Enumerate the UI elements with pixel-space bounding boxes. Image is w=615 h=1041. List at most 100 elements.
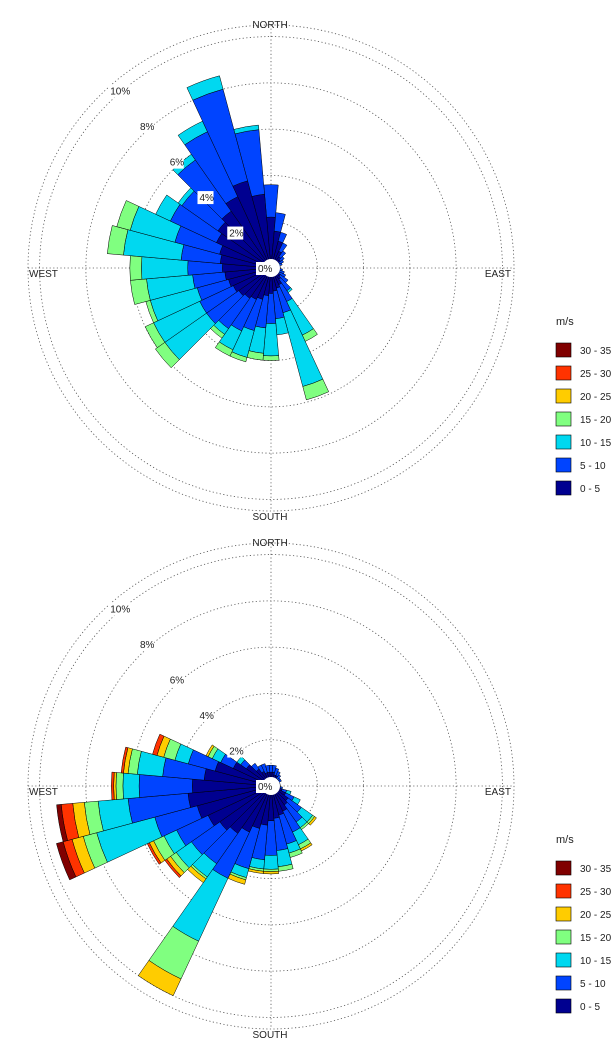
sector-270-bin-3 <box>129 255 143 281</box>
legend-label: 5 - 10 <box>580 979 606 990</box>
outer-ring <box>27 24 515 512</box>
sector-270-bin-3 <box>115 772 124 800</box>
sector-130-bin-4 <box>308 816 317 826</box>
ring-label: 10% <box>110 605 130 616</box>
grid-ring <box>39 554 503 1018</box>
legend-swatch <box>555 883 572 899</box>
ring-label: 2% <box>229 747 244 758</box>
legend-label: 25 - 30 <box>580 887 612 898</box>
sector-180-bin-4 <box>263 871 279 875</box>
sector-160-bin-3 <box>302 378 330 401</box>
sector-300-bin-4 <box>205 744 215 757</box>
legend-swatch <box>555 975 572 991</box>
legend-label: 5 - 10 <box>580 461 606 472</box>
legend-label: 15 - 20 <box>580 415 612 426</box>
sector-10-bin-1 <box>273 212 286 233</box>
ring-label: 6% <box>170 676 185 687</box>
sector-350-bin-2 <box>233 124 260 135</box>
legend-swatch <box>555 480 572 496</box>
sector-270-bin-5 <box>111 771 115 801</box>
ring-label: 4% <box>199 711 214 722</box>
ring-label-bg <box>227 744 244 758</box>
compass-east-label: EAST <box>485 787 511 798</box>
compass-west-label: WEST <box>29 787 58 798</box>
sector-240-bin-3 <box>144 322 166 348</box>
sector-280-bin-5 <box>120 746 129 774</box>
sector-0-bin-1 <box>263 184 279 218</box>
ring-label-bg <box>256 780 272 793</box>
ring-label-bg <box>137 638 154 652</box>
legend-label: 0 - 5 <box>580 484 600 495</box>
sector-290-bin-3 <box>116 200 140 231</box>
legend-1: m/s 30 - 35 25 - 30 20 - 25 15 - 20 10 - 15 5 … <box>555 316 612 496</box>
wind-rose-1: 0% 2% 4% 6% 8% 10% NORTH SOUTH WEST EAST <box>27 20 515 523</box>
sector-350-bin-1 <box>265 764 271 773</box>
legend-label: 20 - 25 <box>580 910 612 921</box>
legend-swatch <box>555 860 572 876</box>
compass-south-label: SOUTH <box>253 1030 288 1041</box>
ring-label: 8% <box>140 122 155 133</box>
legend-swatch <box>555 457 572 473</box>
legend-label: 0 - 5 <box>580 1002 600 1013</box>
sector-10-bin-1 <box>271 764 277 773</box>
compass-east-label: EAST <box>485 269 511 280</box>
sector-340-bin-2 <box>186 75 224 101</box>
ring-label: 10% <box>110 87 130 98</box>
sector-250-bin-6 <box>56 841 77 881</box>
legend-title: m/s <box>556 316 574 328</box>
compass-north-label: NORTH <box>252 538 287 549</box>
legend-label: 20 - 25 <box>580 392 612 403</box>
legend-swatch <box>555 365 572 381</box>
ring-label: 0% <box>258 782 273 793</box>
ring-label-bg <box>108 84 131 98</box>
ring-label-bg <box>167 673 184 687</box>
ring-label: 6% <box>170 158 185 169</box>
ring-label-bg <box>197 709 214 723</box>
legend-label: 10 - 15 <box>580 438 612 449</box>
ring-label-bg <box>227 226 244 240</box>
legend-swatch <box>555 434 572 450</box>
sector-270-bin-2 <box>122 772 140 800</box>
legend-label: 30 - 35 <box>580 346 612 357</box>
legend-swatch <box>555 411 572 427</box>
sector-30-bin-1 <box>278 242 288 254</box>
legend-label: 30 - 35 <box>580 864 612 875</box>
legend-swatch <box>555 998 572 1014</box>
outer-ring <box>27 542 515 1030</box>
legend-label: 10 - 15 <box>580 956 612 967</box>
compass-west-label: WEST <box>29 269 58 280</box>
ring-label-bg <box>256 262 272 275</box>
legend-swatch <box>555 342 572 358</box>
sector-40-bin-1 <box>278 250 287 259</box>
legend-swatch <box>555 929 572 945</box>
sector-50-bin-1 <box>278 256 285 262</box>
sector-260-bin-6 <box>56 804 68 843</box>
sector-30-bin-1 <box>275 770 281 777</box>
legend-2: m/s 30 - 35 25 - 30 20 - 25 15 - 20 10 - 15 5 … <box>555 834 612 1014</box>
sector-180-bin-2 <box>263 854 279 870</box>
sector-60-bin-1 <box>278 259 284 265</box>
sector-280-bin-3 <box>107 225 129 256</box>
ring-label-bg <box>197 191 214 205</box>
legend-swatch <box>555 906 572 922</box>
sector-40-bin-1 <box>275 774 282 780</box>
ring-label-bg <box>108 602 131 616</box>
ring-label: 8% <box>140 640 155 651</box>
sector-340-bin-1 <box>260 763 268 774</box>
legend-label: 15 - 20 <box>580 933 612 944</box>
compass-south-label: SOUTH <box>253 512 288 523</box>
ring-label: 4% <box>199 193 214 204</box>
legend-title: m/s <box>556 834 574 846</box>
grid-ring <box>39 36 503 500</box>
sector-20-bin-1 <box>277 231 287 244</box>
sector-210-bin-3 <box>214 341 234 357</box>
sector-320-bin-1 <box>251 762 260 772</box>
ring-label-bg <box>137 120 154 134</box>
sector-180-bin-3 <box>262 355 280 361</box>
sector-290-bin-5 <box>152 733 165 756</box>
ring-label-bg <box>167 155 184 169</box>
ring-label: 2% <box>229 229 244 240</box>
sector-210-bin-4 <box>137 960 182 997</box>
compass-north-label: NORTH <box>252 20 287 31</box>
